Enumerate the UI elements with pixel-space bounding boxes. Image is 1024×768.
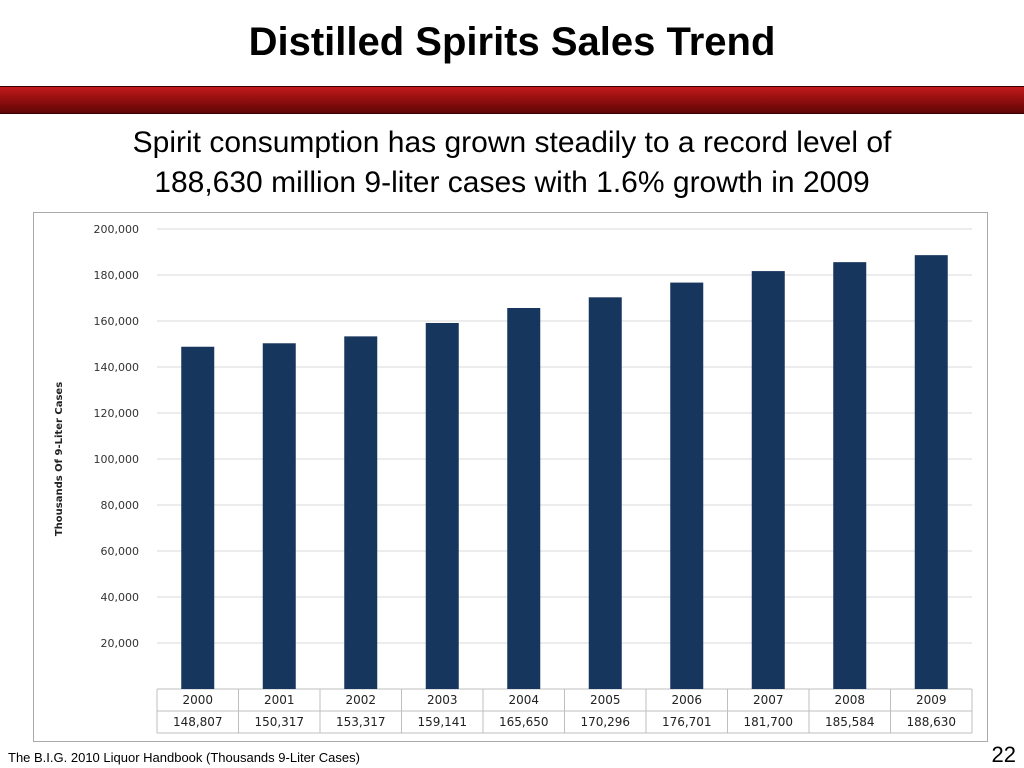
value-label: 176,701 <box>662 715 712 729</box>
category-label: 2000 <box>182 693 213 707</box>
y-tick-label: 20,000 <box>101 637 140 650</box>
bar-2005 <box>588 297 622 689</box>
value-label: 148,807 <box>173 715 223 729</box>
category-label: 2002 <box>345 693 376 707</box>
y-axis-title: Thousands Of 9-Liter Cases <box>54 382 65 536</box>
bar-2009 <box>914 255 948 689</box>
bar-chart: 20,000 40,000 60,000 80,000 100,000 120,000 14… <box>54 223 973 734</box>
category-label: 2006 <box>671 693 702 707</box>
bar-2001 <box>262 343 296 689</box>
bar-2004 <box>507 308 541 689</box>
y-tick-label: 200,000 <box>94 223 140 236</box>
value-label: 165,650 <box>499 715 549 729</box>
value-label: 185,584 <box>825 715 875 729</box>
category-label: 2003 <box>427 693 458 707</box>
category-label: 2005 <box>590 693 621 707</box>
bar-2008 <box>833 262 867 689</box>
y-tick-label: 180,000 <box>94 269 140 282</box>
y-tick-label: 100,000 <box>94 453 140 466</box>
bar-2002 <box>344 336 378 689</box>
value-label: 188,630 <box>906 715 956 729</box>
subtitle-line-1: Spirit consumption has grown steadily to… <box>132 126 892 159</box>
bar-2003 <box>425 322 459 689</box>
bar-2006 <box>670 282 704 689</box>
y-tick-label: 80,000 <box>101 499 140 512</box>
value-label: 153,317 <box>336 715 386 729</box>
y-tick-label: 60,000 <box>101 545 140 558</box>
y-tick-label: 120,000 <box>94 407 140 420</box>
category-label: 2007 <box>753 693 784 707</box>
subtitle-line-2: 188,630 million 9-liter cases with 1.6% … <box>154 166 870 199</box>
slide-subtitle: Spirit consumption has grown steadily to… <box>40 123 984 203</box>
footer-source: The B.I.G. 2010 Liquor Handbook (Thousan… <box>8 750 360 765</box>
category-label: 2009 <box>916 693 947 707</box>
y-tick-label: 140,000 <box>94 361 140 374</box>
y-tick-label: 160,000 <box>94 315 140 328</box>
value-label: 159,141 <box>417 715 467 729</box>
y-tick-label: 40,000 <box>101 591 140 604</box>
category-label: 2008 <box>834 693 865 707</box>
page-number: 22 <box>991 742 1016 767</box>
bar-2000 <box>181 346 215 689</box>
title-divider-bar <box>0 86 1024 114</box>
value-label: 150,317 <box>254 715 304 729</box>
value-label: 170,296 <box>580 715 630 729</box>
category-label: 2004 <box>508 693 539 707</box>
category-label: 2001 <box>264 693 295 707</box>
bar-2007 <box>751 271 785 689</box>
slide-title: Distilled Spirits Sales Trend <box>248 20 776 64</box>
chart-frame: 20,000 40,000 60,000 80,000 100,000 120,000 14… <box>33 212 988 742</box>
value-label: 181,700 <box>743 715 793 729</box>
